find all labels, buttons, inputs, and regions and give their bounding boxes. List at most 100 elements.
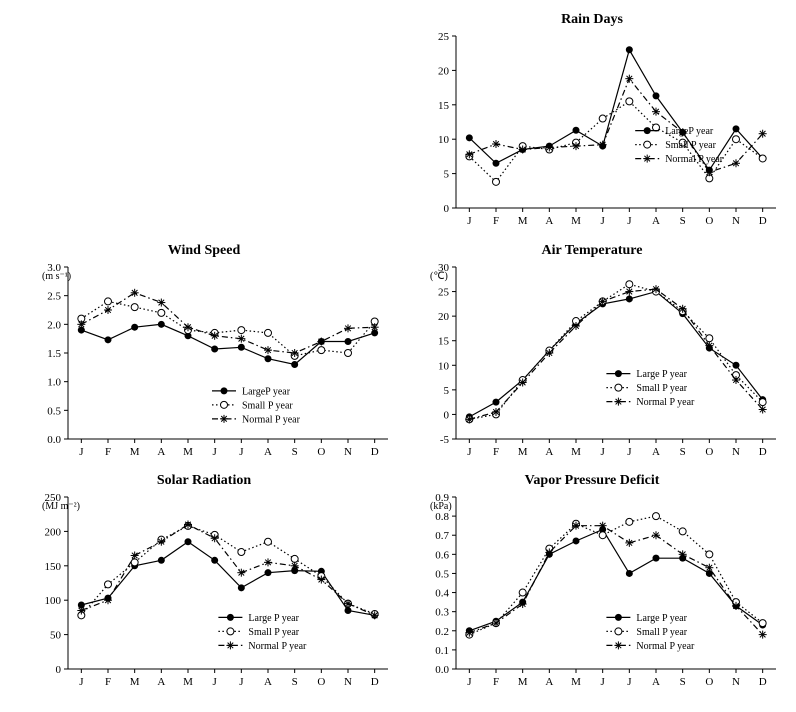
- svg-text:10: 10: [438, 360, 450, 372]
- svg-text:N: N: [344, 676, 352, 688]
- svg-text:S: S: [680, 446, 686, 458]
- svg-text:F: F: [493, 676, 499, 688]
- svg-text:Normal P year: Normal P year: [636, 397, 695, 408]
- svg-text:0.1: 0.1: [435, 645, 449, 657]
- svg-text:150: 150: [45, 561, 62, 573]
- svg-text:N: N: [732, 446, 740, 458]
- chart-title: Rain Days: [398, 12, 786, 28]
- svg-text:O: O: [705, 676, 713, 688]
- svg-text:N: N: [732, 215, 740, 227]
- svg-text:Large P year: Large P year: [248, 613, 299, 624]
- panel-air-temperature: Air Temperature-5051015202530JFMAMJJASON…: [398, 241, 786, 472]
- svg-text:0: 0: [444, 203, 450, 215]
- svg-text:M: M: [518, 446, 528, 458]
- svg-text:1.5: 1.5: [47, 348, 61, 360]
- svg-text:A: A: [652, 215, 660, 227]
- svg-text:M: M: [130, 676, 140, 688]
- svg-text:5: 5: [444, 385, 450, 397]
- svg-text:1.0: 1.0: [47, 376, 61, 388]
- svg-text:0.5: 0.5: [47, 405, 61, 417]
- svg-text:A: A: [545, 446, 553, 458]
- svg-text:0.0: 0.0: [435, 664, 449, 676]
- svg-text:J: J: [627, 446, 632, 458]
- svg-text:LargeP year: LargeP year: [242, 386, 291, 397]
- svg-text:10: 10: [438, 134, 450, 146]
- chart-title: Air Temperature: [398, 243, 786, 259]
- svg-text:0.7: 0.7: [435, 531, 449, 543]
- svg-text:A: A: [157, 676, 165, 688]
- svg-text:O: O: [317, 676, 325, 688]
- svg-text:200: 200: [45, 527, 62, 539]
- svg-text:Small P year: Small P year: [242, 400, 293, 411]
- panel-rain-days: Rain Days0510152025JFMAMJJASOND: [398, 10, 786, 241]
- svg-text:N: N: [344, 446, 352, 458]
- svg-text:S: S: [292, 446, 298, 458]
- svg-text:0.8: 0.8: [435, 511, 449, 523]
- svg-text:O: O: [317, 446, 325, 458]
- svg-text:J: J: [601, 446, 606, 458]
- svg-text:A: A: [264, 446, 272, 458]
- svg-text:0.5: 0.5: [435, 569, 449, 581]
- svg-text:M: M: [518, 676, 528, 688]
- svg-text:50: 50: [50, 630, 62, 642]
- svg-text:J: J: [467, 446, 472, 458]
- svg-text:2.0: 2.0: [47, 319, 61, 331]
- svg-text:0.0: 0.0: [47, 434, 61, 446]
- svg-text:20: 20: [438, 311, 450, 323]
- svg-text:(m s⁻¹): (m s⁻¹): [42, 271, 71, 282]
- svg-text:J: J: [213, 446, 218, 458]
- svg-text:2.5: 2.5: [47, 290, 61, 302]
- svg-text:0: 0: [56, 664, 62, 676]
- svg-text:Large P year: Large P year: [636, 369, 687, 380]
- svg-text:M: M: [183, 446, 193, 458]
- svg-text:J: J: [467, 215, 472, 227]
- svg-text:(kPa): (kPa): [430, 501, 452, 512]
- svg-text:A: A: [545, 676, 553, 688]
- chart-title: Vapor Pressure Deficit: [398, 473, 786, 489]
- svg-text:S: S: [680, 676, 686, 688]
- svg-text:J: J: [239, 676, 244, 688]
- svg-text:Large P year: Large P year: [636, 613, 687, 624]
- svg-text:S: S: [680, 215, 686, 227]
- svg-text:Small P year: Small P year: [636, 383, 687, 394]
- svg-text:J: J: [601, 676, 606, 688]
- svg-text:J: J: [239, 446, 244, 458]
- svg-text:D: D: [371, 446, 379, 458]
- svg-text:D: D: [759, 676, 767, 688]
- svg-text:Normal P year: Normal P year: [636, 641, 695, 652]
- svg-text:J: J: [627, 215, 632, 227]
- svg-text:Small P year: Small P year: [636, 627, 687, 638]
- svg-text:O: O: [705, 215, 713, 227]
- svg-text:A: A: [652, 446, 660, 458]
- svg-text:M: M: [130, 446, 140, 458]
- svg-text:25: 25: [438, 31, 450, 43]
- svg-text:(MJ m⁻²): (MJ m⁻²): [42, 501, 80, 512]
- svg-text:0.6: 0.6: [435, 550, 449, 562]
- svg-text:D: D: [759, 215, 767, 227]
- svg-text:Small P year: Small P year: [248, 627, 299, 638]
- svg-text:J: J: [213, 676, 218, 688]
- svg-text:J: J: [79, 446, 84, 458]
- svg-text:Normal P year: Normal P year: [248, 641, 307, 652]
- svg-text:M: M: [571, 446, 581, 458]
- svg-text:M: M: [183, 676, 193, 688]
- svg-text:100: 100: [45, 596, 62, 608]
- svg-text:LargeP year: LargeP year: [665, 126, 714, 137]
- panel-empty: [10, 10, 398, 241]
- svg-text:25: 25: [438, 286, 450, 298]
- svg-text:A: A: [545, 215, 553, 227]
- svg-text:0: 0: [444, 409, 450, 421]
- svg-text:M: M: [571, 676, 581, 688]
- svg-text:0.2: 0.2: [435, 626, 449, 638]
- svg-text:F: F: [105, 446, 111, 458]
- svg-text:(℃): (℃): [430, 271, 448, 282]
- svg-text:J: J: [601, 215, 606, 227]
- svg-text:F: F: [493, 446, 499, 458]
- svg-text:J: J: [467, 676, 472, 688]
- svg-text:J: J: [79, 676, 84, 688]
- svg-text:D: D: [759, 446, 767, 458]
- svg-text:J: J: [627, 676, 632, 688]
- svg-text:A: A: [157, 446, 165, 458]
- svg-text:Normal P year: Normal P year: [665, 154, 724, 165]
- svg-text:15: 15: [438, 335, 450, 347]
